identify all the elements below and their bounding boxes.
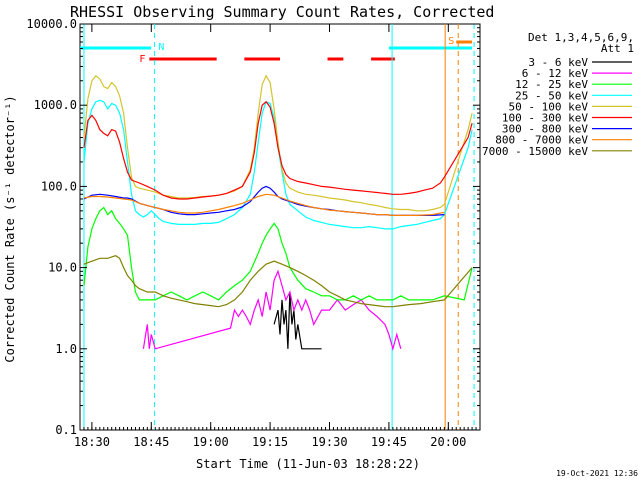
legend-header-line-1: Det 1,3,4,5,6,9,: [528, 31, 634, 44]
series-line-7000-15000-kev: [83, 255, 473, 308]
y-tick-label: 10.0: [48, 261, 77, 275]
x-axis-label: Start Time (11-Jun-03 18:28:22): [196, 457, 420, 471]
x-tick-label: 18:30: [74, 435, 110, 449]
night-flag-label: N: [158, 42, 164, 53]
legend-label-12-25-kev: 12 - 25 keV: [515, 78, 588, 91]
legend-header-line-2: Att 1: [601, 42, 634, 55]
plot-frame: [79, 23, 481, 431]
chart-title: RHESSI Observing Summary Count Rates, Co…: [70, 3, 494, 21]
y-tick-label: 10000.0: [26, 17, 77, 31]
y-tick-label: 1000.0: [34, 98, 77, 112]
x-tick-label: 19:45: [371, 435, 407, 449]
series-line-100-300-kev: [83, 100, 473, 200]
x-tick-label: 20:00: [430, 435, 466, 449]
flag-bars: N F S: [80, 24, 475, 430]
flare-flag-label: F: [139, 54, 145, 65]
series-line-25-50-kev: [83, 99, 473, 230]
date-stamp: 19-Oct-2021 12:36: [556, 469, 638, 478]
series-line-12-25-kev: [83, 206, 473, 301]
legend-label-300-800-kev: 300 - 800 keV: [502, 123, 588, 136]
y-tick-label: 0.1: [55, 423, 77, 437]
series-line-300-800-kev: [83, 185, 445, 216]
legend-label-100-300-kev: 100 - 300 keV: [502, 112, 588, 125]
legend-label-50-100-kev: 50 - 100 keV: [509, 100, 589, 113]
saa-flag-label: S: [448, 36, 454, 47]
x-ticks: 18:30 18:45 19:00 19:15 19:30 19:45 20:00: [74, 24, 477, 449]
legend-label-800-7000-kev: 800 - 7000 keV: [495, 134, 588, 147]
y-axis-label: Corrected Count Rate (s⁻¹ detector⁻¹): [3, 95, 17, 362]
legend-label-25-50-kev: 25 - 50 keV: [515, 89, 588, 102]
series-line-50-100-kev: [83, 74, 473, 212]
legend-label-6-12-kev: 6 - 12 keV: [522, 67, 589, 80]
series-group: [83, 74, 473, 352]
series-line-3-6-kev: [273, 291, 322, 350]
x-tick-label: 19:15: [252, 435, 288, 449]
series-line-6-12-kev: [142, 269, 402, 352]
y-tick-label: 100.0: [41, 179, 77, 193]
y-ticks: 0.1 1.0 10.0 100.0 1000.0 10000.0: [26, 17, 480, 437]
plot-frame-group: [79, 23, 481, 431]
x-tick-label: 19:00: [193, 435, 229, 449]
y-tick-label: 1.0: [55, 342, 77, 356]
series-line-800-7000-kev: [83, 193, 445, 216]
legend-label-7000-15000-kev: 7000 - 15000 keV: [482, 145, 588, 158]
x-tick-label: 18:45: [133, 435, 169, 449]
legend-label-3-6-kev: 3 - 6 keV: [528, 56, 588, 69]
x-tick-label: 19:30: [311, 435, 347, 449]
